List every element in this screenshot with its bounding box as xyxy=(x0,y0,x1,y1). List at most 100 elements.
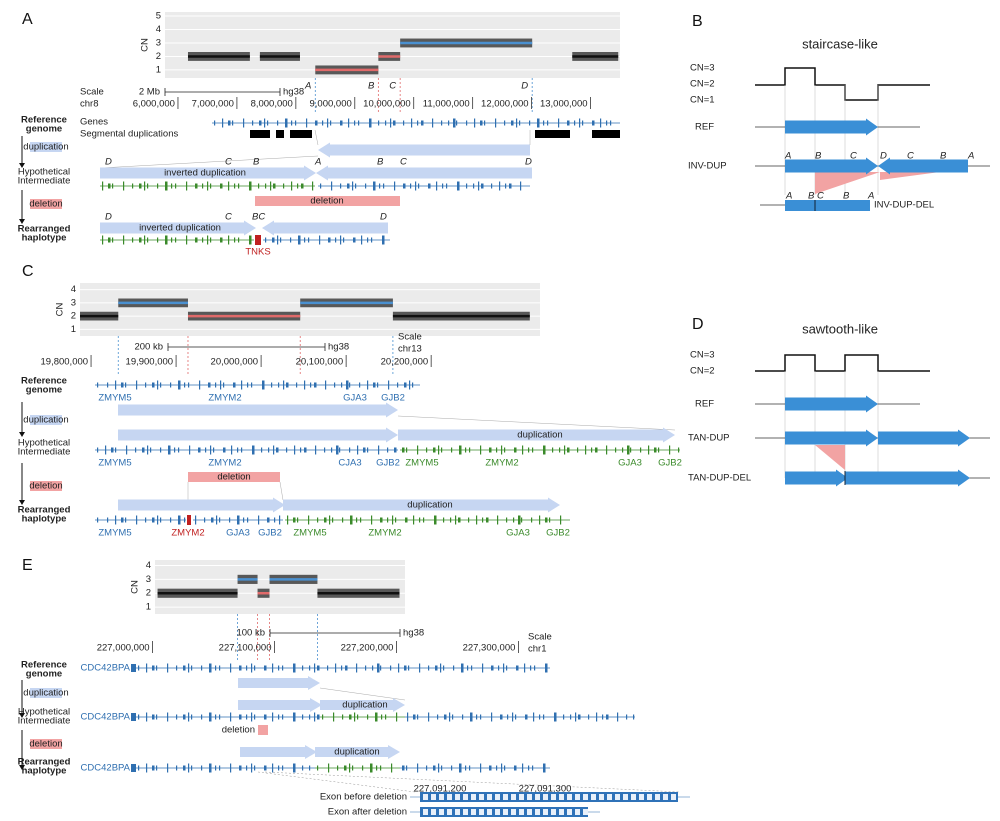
exon xyxy=(367,380,369,390)
exon xyxy=(408,665,410,671)
sequence-cell xyxy=(631,794,636,800)
gene-label: GJB2 xyxy=(258,528,282,539)
flow-arrow-head xyxy=(19,713,25,718)
row-label: Hypothetical xyxy=(18,167,70,178)
exon xyxy=(107,517,109,523)
line xyxy=(314,129,319,146)
cn-level: CN=1 xyxy=(690,95,715,106)
sequence-cell xyxy=(583,809,588,815)
exon xyxy=(319,235,321,245)
arrow xyxy=(240,745,317,759)
sequence-cell xyxy=(575,794,580,800)
exon xyxy=(433,447,436,453)
exon xyxy=(563,714,565,720)
exon xyxy=(115,380,117,390)
exon xyxy=(278,382,280,388)
exon xyxy=(230,763,232,773)
exon xyxy=(476,714,478,720)
exon xyxy=(210,237,212,243)
exon xyxy=(633,714,635,720)
row-label: haplotype xyxy=(22,514,67,525)
exon xyxy=(265,183,267,189)
chromosome: chr13 xyxy=(398,344,422,355)
sequence-cell xyxy=(551,809,556,815)
exon xyxy=(331,181,333,191)
event-label: deletion xyxy=(29,739,62,750)
exon xyxy=(372,665,374,671)
exon xyxy=(369,118,372,128)
exon xyxy=(630,447,632,453)
exon xyxy=(146,663,148,673)
exon xyxy=(293,712,296,722)
exon xyxy=(396,712,398,722)
scale-label: Scale xyxy=(528,632,552,643)
exon xyxy=(415,181,417,191)
row-label: haplotype xyxy=(22,766,67,777)
exon xyxy=(337,765,339,771)
exon xyxy=(385,714,387,720)
exon xyxy=(125,517,127,523)
exon xyxy=(432,118,434,128)
exon xyxy=(506,517,508,523)
exon xyxy=(457,181,460,191)
exon xyxy=(199,380,201,390)
exon xyxy=(339,447,341,453)
exon xyxy=(97,447,99,453)
y-tick-label: 2 xyxy=(156,51,161,62)
exon xyxy=(519,120,521,126)
exon xyxy=(391,763,393,773)
exon xyxy=(176,665,178,671)
exon xyxy=(455,515,457,525)
exon xyxy=(373,181,376,191)
assembly: hg38 xyxy=(328,342,349,353)
deletion-label: deletion xyxy=(310,196,343,207)
gene-break xyxy=(255,235,261,245)
sequence-cell xyxy=(527,809,532,815)
exon xyxy=(404,382,407,388)
exon xyxy=(428,712,430,722)
row-label: genome xyxy=(26,385,62,396)
exon xyxy=(135,447,137,453)
exon xyxy=(417,763,419,773)
row-label: Rearranged xyxy=(18,224,71,235)
exon xyxy=(388,380,390,390)
exon xyxy=(362,765,364,771)
duplication-arrow xyxy=(320,698,405,712)
exon xyxy=(585,445,587,455)
exon xyxy=(272,663,274,673)
sequence-cell xyxy=(607,794,612,800)
breakpoint-letter: D xyxy=(880,151,887,162)
exon xyxy=(231,445,233,455)
exon xyxy=(371,237,373,243)
exon xyxy=(219,665,221,671)
exon xyxy=(377,663,380,673)
exon xyxy=(152,765,155,771)
exon xyxy=(367,237,369,243)
exon xyxy=(280,237,282,243)
exon xyxy=(529,120,531,126)
exon xyxy=(341,665,343,671)
exon xyxy=(317,517,319,523)
exon xyxy=(466,120,468,126)
gene-label: CJA3 xyxy=(338,458,361,469)
exon xyxy=(214,120,216,126)
gene-label: GJB2 xyxy=(658,458,682,469)
exon xyxy=(395,517,397,523)
sequence-cell xyxy=(471,794,476,800)
sequence-cell xyxy=(639,794,644,800)
exon xyxy=(444,714,447,720)
event-label: deletion xyxy=(29,199,62,210)
exon xyxy=(170,517,172,523)
exon xyxy=(286,447,288,453)
deletion-shade xyxy=(815,172,880,194)
exon xyxy=(157,515,159,525)
exon xyxy=(126,445,128,455)
exon xyxy=(406,765,408,771)
breakpoint-letter: B xyxy=(253,157,260,168)
exon xyxy=(390,118,392,128)
exon xyxy=(567,447,570,453)
exon xyxy=(363,447,366,453)
exon xyxy=(262,380,265,390)
exon xyxy=(344,765,347,771)
scale-label: Scale xyxy=(398,332,422,343)
